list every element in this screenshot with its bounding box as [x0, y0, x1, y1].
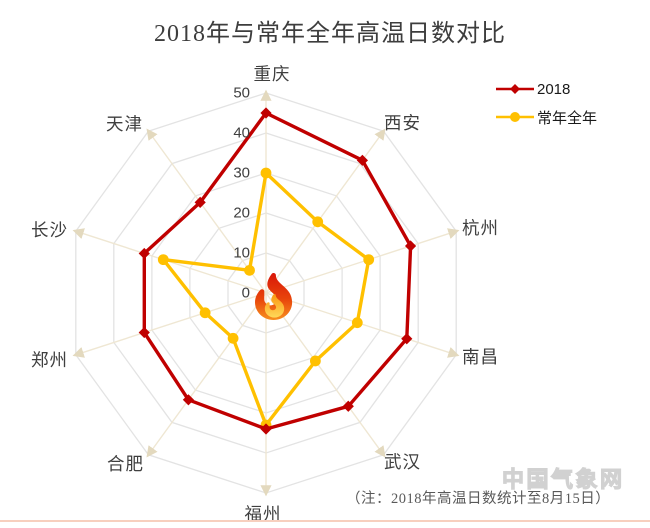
- data-point-常年全年-天津: [244, 264, 255, 276]
- tick-label-30: 30: [233, 165, 250, 182]
- category-label-武汉: 武汉: [384, 452, 421, 472]
- axis-spoke-武汉: [265, 292, 386, 458]
- category-label-福州: 福州: [245, 504, 282, 524]
- axis-spoke-天津: [146, 128, 267, 294]
- axis-spoke-合肥: [146, 292, 267, 458]
- data-point-2018-天津: [194, 196, 206, 208]
- data-point-常年全年-合肥: [227, 332, 239, 344]
- category-label-郑州: 郑州: [31, 350, 68, 370]
- category-label-重庆: 重庆: [254, 64, 291, 84]
- data-point-2018-武汉: [342, 400, 354, 412]
- series-line-2018: [142, 111, 413, 431]
- data-point-2018-合肥: [182, 394, 195, 406]
- data-point-常年全年-武汉: [309, 355, 321, 367]
- data-point-2018-南昌: [401, 333, 413, 345]
- category-label-长沙: 长沙: [31, 220, 68, 240]
- data-point-常年全年-长沙: [157, 254, 169, 266]
- legend-line-circle-icon: [496, 112, 534, 122]
- bottom-divider: [0, 520, 650, 522]
- data-point-2018-杭州: [404, 240, 417, 252]
- legend: 2018 常年全年: [496, 79, 597, 127]
- data-point-常年全年-杭州: [363, 254, 375, 266]
- axis-spoke-郑州: [72, 292, 267, 358]
- legend-item-2018: 2018: [496, 79, 597, 99]
- category-label-杭州: 杭州: [462, 218, 499, 238]
- tick-label-0: 0: [242, 285, 250, 302]
- data-point-常年全年-南昌: [351, 317, 363, 329]
- legend-label-2018: 2018: [537, 80, 571, 98]
- data-point-2018-西安: [356, 154, 368, 166]
- data-point-2018-长沙: [138, 247, 150, 260]
- legend-circle-icon: [510, 112, 520, 122]
- legend-diamond-icon: [510, 84, 520, 94]
- category-label-西安: 西安: [384, 113, 421, 133]
- footnote: （注：2018年高温日数统计至8月15日）: [346, 491, 611, 507]
- data-point-常年全年-郑州: [199, 307, 211, 319]
- tick-label-40: 40: [233, 125, 250, 142]
- legend-label-normal-year: 常年全年: [537, 109, 598, 127]
- tick-label-10: 10: [233, 245, 250, 262]
- axis-spoke-西安: [265, 128, 386, 294]
- category-label-合肥: 合肥: [107, 454, 144, 474]
- axis-spoke-杭州: [265, 228, 460, 294]
- tick-label-50: 50: [233, 85, 250, 102]
- category-label-天津: 天津: [106, 114, 143, 134]
- category-label-南昌: 南昌: [462, 347, 499, 367]
- tick-label-20: 20: [233, 205, 250, 222]
- data-point-2018-福州: [260, 423, 272, 435]
- flame-icon: [255, 272, 293, 321]
- watermark: 中国气象网: [501, 466, 625, 492]
- legend-item-normal-year: 常年全年: [496, 107, 597, 127]
- legend-line-diamond-icon: [496, 84, 534, 94]
- data-point-常年全年-西安: [312, 216, 324, 228]
- data-point-常年全年-重庆: [260, 167, 272, 179]
- data-point-2018-重庆: [260, 107, 272, 119]
- radar-series: [138, 107, 417, 435]
- page-title: 2018年与常年全年高温日数对比: [154, 21, 506, 47]
- data-point-2018-郑州: [138, 326, 150, 339]
